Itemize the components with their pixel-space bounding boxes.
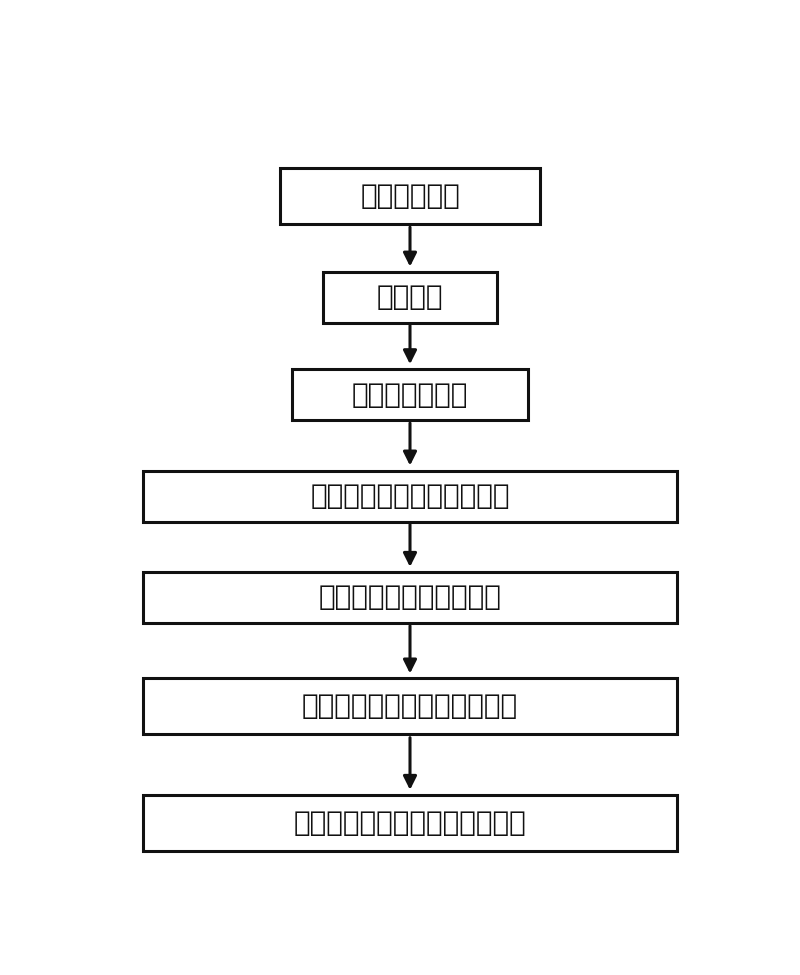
Text: 对连杆毛坯镀铜: 对连杆毛坯镀铜 — [352, 381, 468, 409]
Bar — [280, 168, 540, 224]
Text: 内孔表面和端面渗碳淬火处理: 内孔表面和端面渗碳淬火处理 — [302, 692, 518, 721]
Text: 正火处理: 正火处理 — [377, 283, 443, 311]
Bar — [143, 679, 677, 734]
Text: 内孔表面和端面精加工得到连杆: 内孔表面和端面精加工得到连杆 — [294, 808, 526, 837]
Text: 球状凹坑端面切削除去镀铜: 球状凹坑端面切削除去镀铜 — [310, 482, 510, 510]
Bar — [143, 795, 677, 851]
Text: 以端面为基准加工出内孔: 以端面为基准加工出内孔 — [318, 583, 502, 611]
Bar — [143, 471, 677, 522]
Bar — [292, 370, 528, 420]
Bar — [323, 272, 497, 323]
Text: 锻造连杆毛坯: 锻造连杆毛坯 — [360, 181, 460, 210]
Bar — [143, 572, 677, 623]
